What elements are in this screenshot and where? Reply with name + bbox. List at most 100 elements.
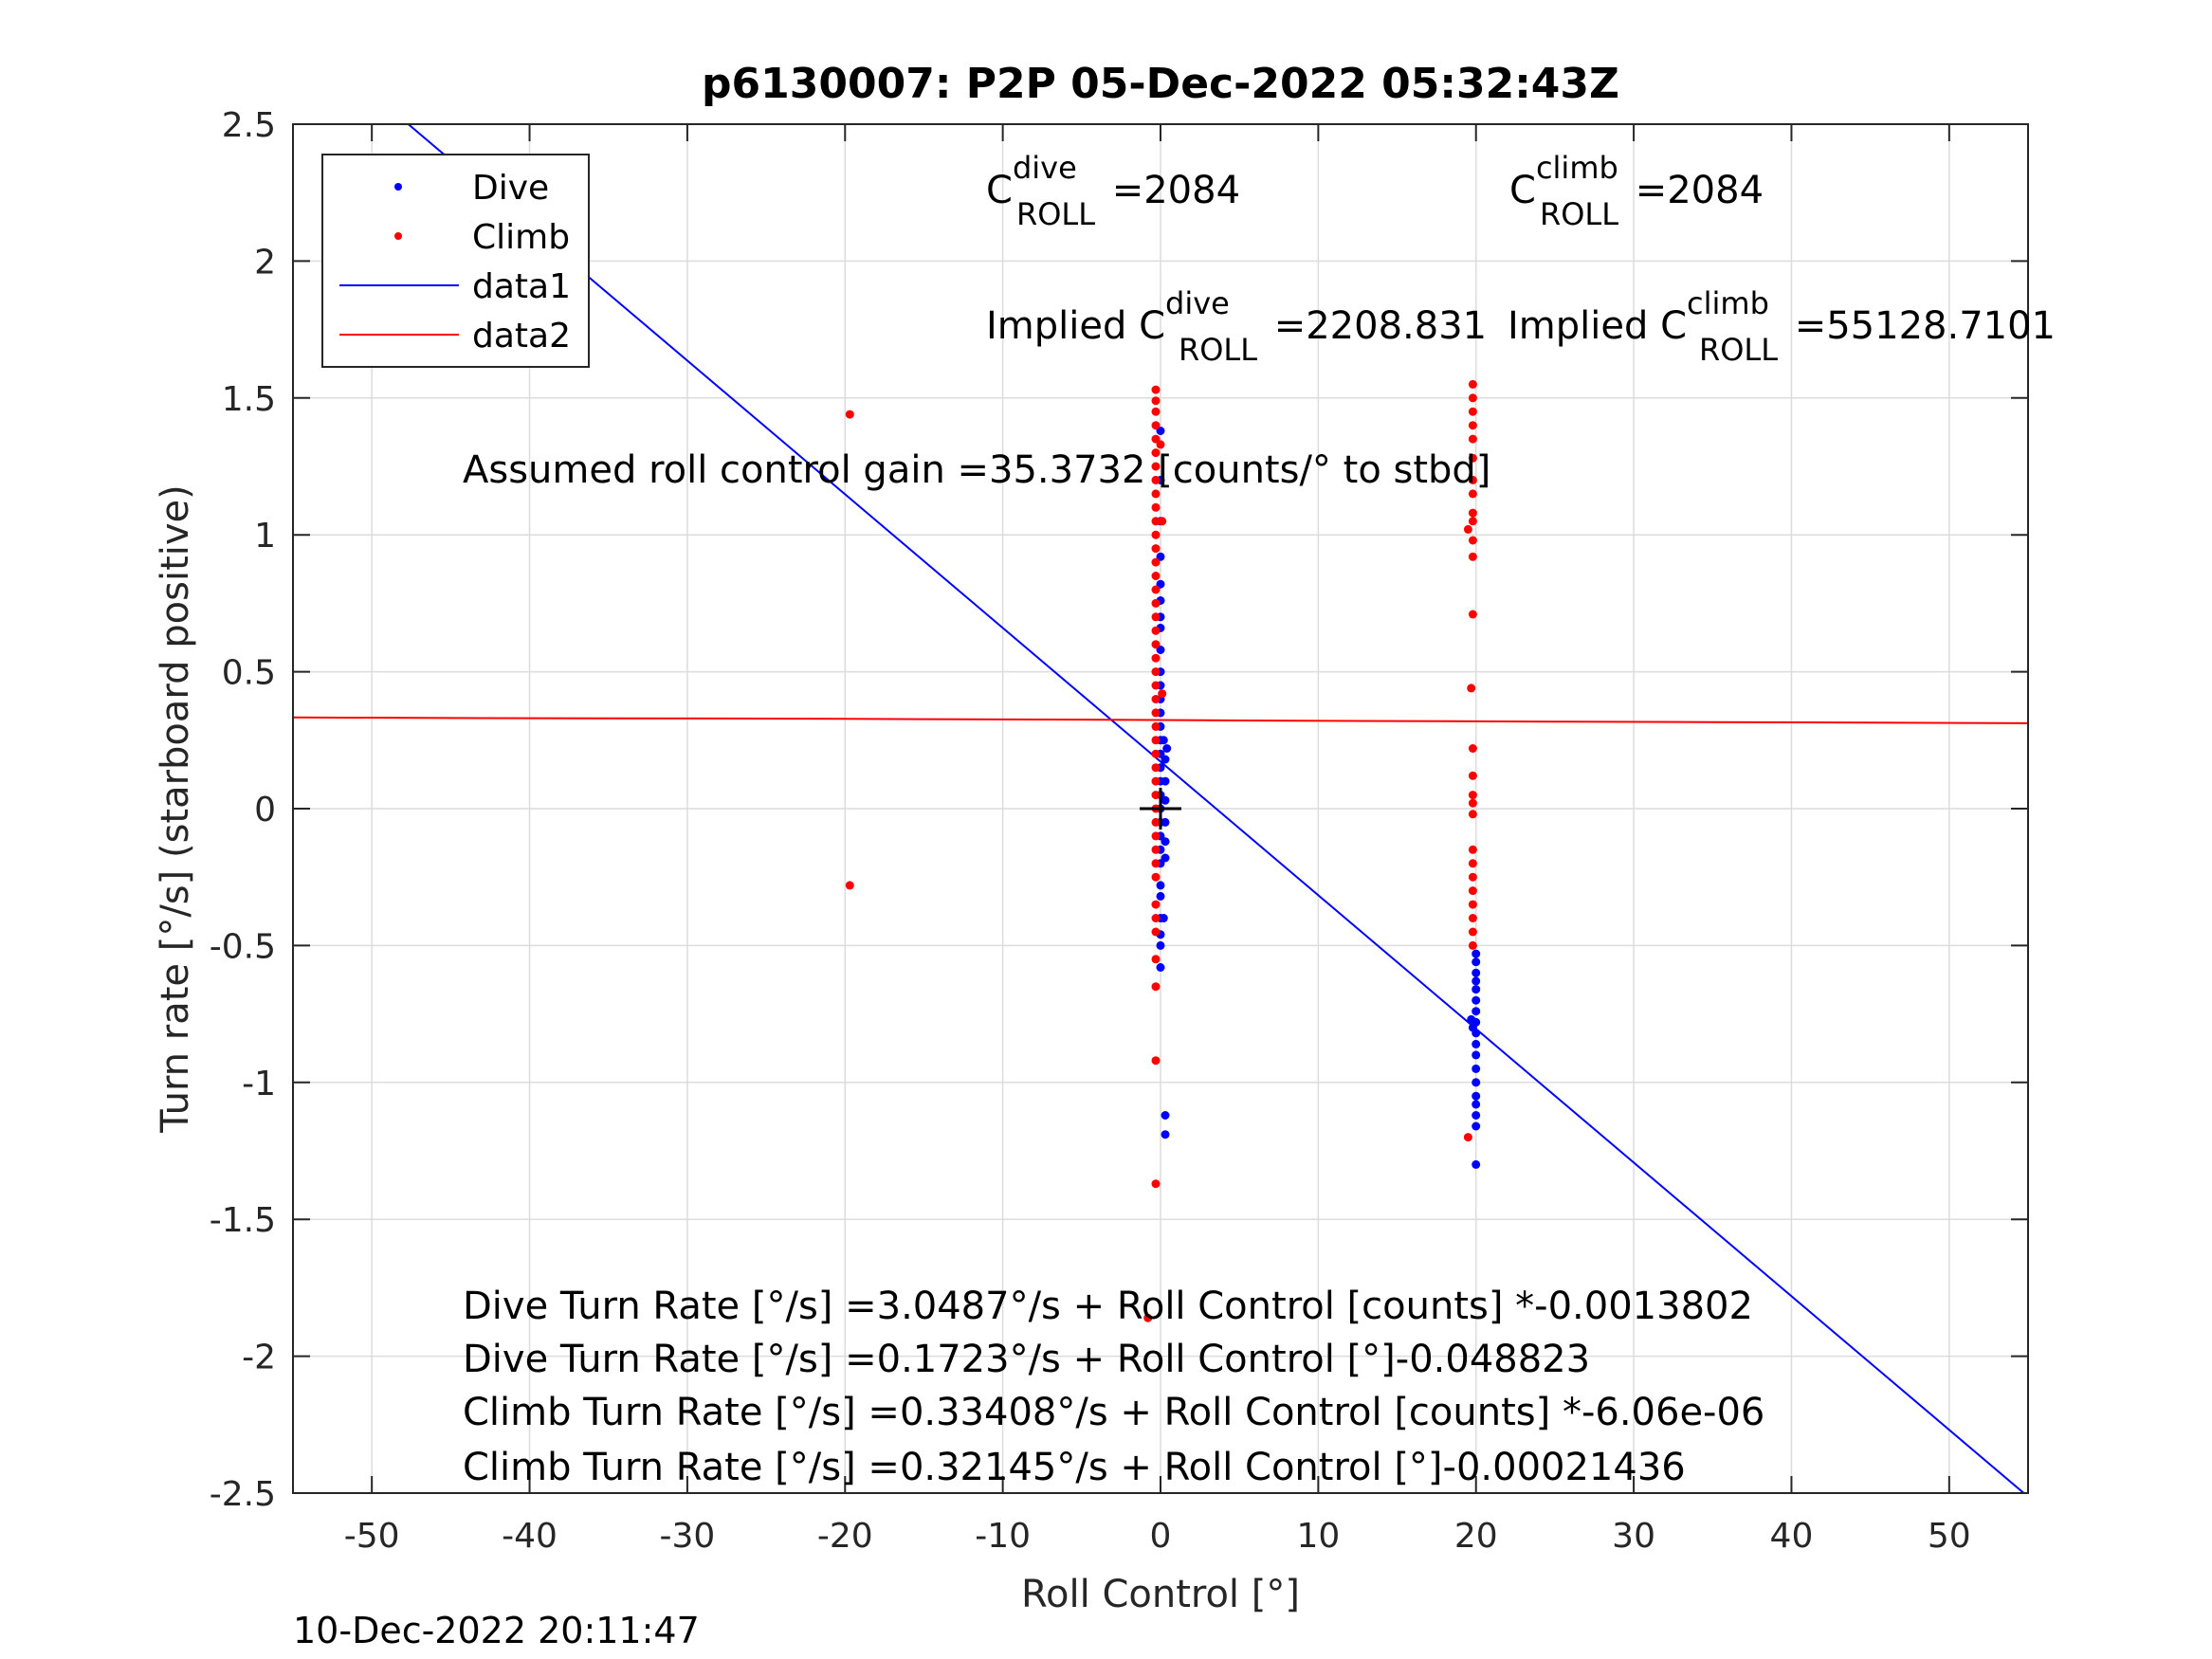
gain-annotation: Assumed roll control gain =35.3732 [coun… bbox=[463, 448, 1490, 492]
point-climb bbox=[1151, 572, 1161, 580]
point-dive bbox=[1472, 1100, 1481, 1109]
point-dive bbox=[1467, 1014, 1476, 1024]
x-axis-label: Roll Control [°] bbox=[1021, 1573, 1300, 1616]
x-tick-label: -40 bbox=[502, 1517, 558, 1556]
point-climb bbox=[1468, 886, 1477, 896]
point-climb bbox=[1151, 927, 1161, 937]
legend-data2-label: data2 bbox=[472, 317, 571, 356]
point-dive bbox=[1472, 957, 1481, 967]
point-climb bbox=[845, 881, 854, 890]
point-climb bbox=[1468, 421, 1477, 430]
point-climb bbox=[1468, 771, 1477, 780]
y-tick-label: -0.5 bbox=[210, 927, 276, 966]
point-dive bbox=[1472, 976, 1481, 986]
point-climb bbox=[845, 410, 854, 419]
y-tick-label: 1.5 bbox=[222, 380, 276, 419]
x-tick-label: 20 bbox=[1454, 1517, 1498, 1556]
point-dive bbox=[1161, 1111, 1170, 1120]
point-climb bbox=[1468, 552, 1477, 561]
implied-c-roll-climb-annotation: Implied Cclimb ROLL =55128.7101 bbox=[1508, 285, 2056, 368]
point-climb bbox=[1151, 544, 1161, 554]
point-climb bbox=[1151, 776, 1161, 786]
point-climb bbox=[1158, 689, 1167, 699]
point-dive bbox=[1472, 949, 1481, 958]
y-tick-label: -1 bbox=[242, 1065, 276, 1103]
legend-dive-label: Dive bbox=[472, 169, 549, 208]
y-tick-label: 0.5 bbox=[222, 654, 276, 693]
point-climb bbox=[1151, 626, 1161, 635]
point-dive bbox=[1472, 1039, 1481, 1048]
point-climb bbox=[1468, 379, 1477, 389]
point-dive bbox=[1161, 776, 1170, 786]
legend-data1-label: data1 bbox=[472, 267, 571, 306]
point-climb bbox=[1151, 681, 1161, 690]
point-climb bbox=[1151, 448, 1161, 458]
point-dive bbox=[1161, 853, 1170, 863]
y-tick-label: -1.5 bbox=[210, 1201, 276, 1240]
point-dive bbox=[1156, 940, 1165, 950]
point-climb bbox=[1158, 517, 1167, 526]
point-climb bbox=[1468, 407, 1477, 416]
legend-dive-marker bbox=[394, 183, 402, 191]
point-climb bbox=[1151, 1056, 1161, 1066]
point-climb bbox=[1151, 982, 1161, 992]
point-climb bbox=[1151, 831, 1161, 841]
point-climb bbox=[1468, 872, 1477, 882]
legend: Dive Climb data1 data2 bbox=[321, 154, 590, 368]
point-dive bbox=[1161, 795, 1170, 805]
y-tick-label: 1 bbox=[254, 517, 276, 556]
point-climb bbox=[1151, 557, 1161, 567]
point-climb bbox=[1151, 872, 1161, 882]
x-tick-label: -20 bbox=[817, 1517, 873, 1556]
point-dive bbox=[1472, 1121, 1481, 1131]
point-climb bbox=[1151, 914, 1161, 922]
y-tick-label: -2.5 bbox=[210, 1475, 276, 1514]
y-tick-label: 2.5 bbox=[222, 106, 276, 145]
point-dive bbox=[1472, 1091, 1481, 1101]
point-dive bbox=[1161, 755, 1170, 764]
point-climb bbox=[1463, 524, 1472, 534]
c-roll-climb-annotation: Cclimb ROLL =2084 bbox=[1509, 150, 1764, 232]
point-dive bbox=[1472, 995, 1481, 1005]
point-dive bbox=[1162, 744, 1172, 753]
point-dive bbox=[1472, 1078, 1481, 1087]
point-climb bbox=[1468, 791, 1477, 800]
point-dive bbox=[1472, 1050, 1481, 1060]
point-climb bbox=[1468, 434, 1477, 444]
timestamp: 10-Dec-2022 20:11:47 bbox=[293, 1610, 700, 1651]
x-tick-label: 0 bbox=[1150, 1517, 1172, 1556]
point-dive bbox=[1472, 1064, 1481, 1073]
point-dive bbox=[1472, 968, 1481, 977]
point-dive bbox=[1472, 985, 1481, 994]
point-climb bbox=[1468, 900, 1477, 909]
x-tick-label: 40 bbox=[1770, 1517, 1814, 1556]
point-climb bbox=[1468, 810, 1477, 819]
legend-box bbox=[321, 154, 590, 368]
point-dive bbox=[1159, 914, 1168, 922]
point-climb bbox=[1151, 736, 1161, 745]
point-climb bbox=[1468, 610, 1477, 619]
c-roll-dive-annotation: Cdive ROLL =2084 bbox=[986, 150, 1240, 232]
axis-ticks: -50 -40 -30 -20 -10 0 10 20 30 40 50-2.5-2-1.5-1-0… bbox=[210, 106, 2028, 1556]
point-climb bbox=[1156, 440, 1165, 449]
point-dive bbox=[1156, 891, 1165, 901]
point-dive bbox=[1472, 1111, 1481, 1120]
point-dive bbox=[1161, 817, 1170, 827]
point-climb bbox=[1151, 489, 1161, 499]
point-climb bbox=[1151, 598, 1161, 608]
point-climb bbox=[1151, 585, 1161, 594]
legend-climb-label: Climb bbox=[472, 218, 570, 257]
point-climb bbox=[1151, 475, 1161, 484]
point-dive bbox=[1156, 881, 1165, 890]
point-climb bbox=[1468, 940, 1477, 950]
point-climb bbox=[1151, 640, 1161, 649]
point-climb bbox=[1468, 845, 1477, 854]
point-climb bbox=[1151, 421, 1161, 430]
point-climb bbox=[1468, 927, 1477, 937]
x-tick-label: 50 bbox=[1928, 1517, 1971, 1556]
point-climb bbox=[1468, 517, 1477, 526]
equation-dive-counts: Dive Turn Rate [°/s] =3.0487°/s + Roll C… bbox=[463, 1285, 1753, 1328]
point-climb bbox=[1463, 1133, 1472, 1142]
series-line-data2 bbox=[293, 716, 2028, 724]
point-climb bbox=[1151, 763, 1161, 773]
